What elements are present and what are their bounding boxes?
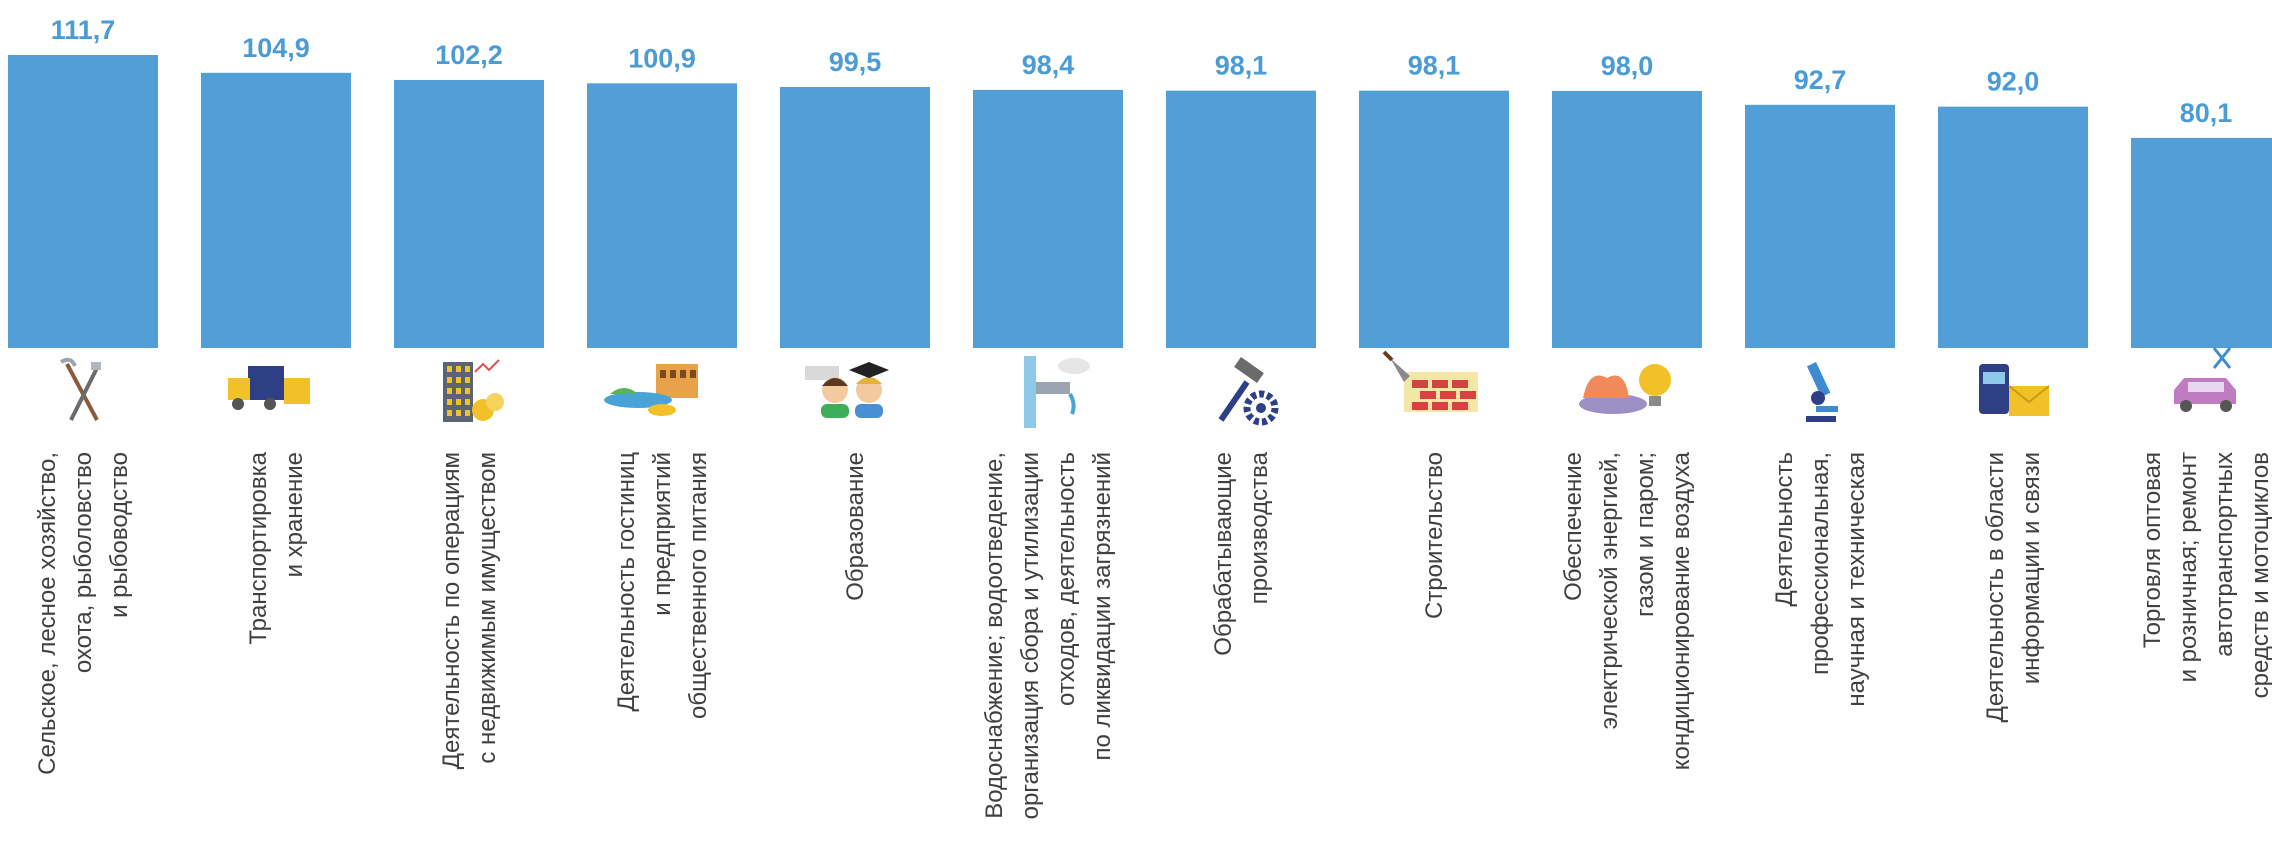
category-label-line: отходов, деятельность xyxy=(1053,452,1080,706)
hotel-restaurant-icon xyxy=(604,364,698,416)
value-label-11: 92,0 xyxy=(1987,67,2040,97)
microscope-icon xyxy=(1806,361,1838,422)
category-labels-layer: Сельское, лесное хозяйство, охота, рыболо… xyxy=(34,451,2272,819)
value-label-12: 80,1 xyxy=(2180,98,2233,128)
agriculture-tools-icon xyxy=(59,357,101,421)
category-label-10: Деятельность профессиональная, научная и т… xyxy=(1771,452,1870,707)
bar-1 xyxy=(8,55,158,348)
brick-trowel-icon xyxy=(1382,350,1478,412)
bar-5 xyxy=(780,87,930,348)
category-label-line: производства xyxy=(1246,451,1273,604)
category-label-9: Обеспечение электрической энергией, газом … xyxy=(1560,451,1695,770)
category-label-line: по ликвидации загрязнений xyxy=(1089,452,1116,761)
category-label-line: Строительство xyxy=(1421,452,1448,619)
category-label-line: охота, рыболовство xyxy=(70,452,97,673)
category-label-line: автотранспортных xyxy=(2211,452,2238,657)
bars-layer xyxy=(8,55,2272,349)
category-label-line: научная и техническая xyxy=(1843,452,1870,707)
value-label-1: 111,7 xyxy=(51,15,116,45)
category-label-line: и хранение xyxy=(281,452,308,577)
category-label-line: информации и связи xyxy=(2018,452,2045,684)
category-label-line: Сельское, лесное хозяйство, xyxy=(34,452,61,775)
telephone-envelope-icon xyxy=(1979,364,2050,416)
category-label-line: Деятельность гостиниц xyxy=(613,452,640,712)
category-label-line: профессиональная, xyxy=(1807,452,1834,675)
delivery-truck-icon xyxy=(228,366,310,410)
bar-7 xyxy=(1166,90,1316,348)
category-label-3: Деятельность по операциям с недвижимым им… xyxy=(438,452,501,769)
category-label-4: Деятельность гостиниц и предприятий общест… xyxy=(613,452,712,719)
category-label-line: с недвижимым имуществом xyxy=(474,452,501,764)
category-label-line: Деятельность по операциям xyxy=(438,452,465,769)
category-label-line: Транспортировка xyxy=(245,451,272,644)
category-label-line: Обрабатывающие xyxy=(1210,452,1237,656)
bar-2 xyxy=(201,72,351,348)
value-label-7: 98,1 xyxy=(1215,51,1268,81)
value-labels-layer: 111,7 104,9 102,2 100,9 99,5 98,4 98,1 98,1 98,0… xyxy=(51,15,2233,128)
bar-8 xyxy=(1359,90,1509,348)
hammer-gear-icon xyxy=(1218,357,1279,426)
category-label-line: организация сбора и утилизации xyxy=(1017,452,1044,819)
bar-11 xyxy=(1938,106,2088,349)
category-label-line: Деятельность xyxy=(1771,452,1798,606)
category-label-7: Обрабатывающие производства xyxy=(1210,451,1273,655)
students-graduation-icon xyxy=(805,362,889,418)
value-label-4: 100,9 xyxy=(628,43,696,73)
value-label-8: 98,1 xyxy=(1408,51,1461,81)
water-pipe-icon xyxy=(1024,356,1090,428)
category-label-11: Деятельность в области информации и связи xyxy=(1982,452,2045,722)
category-label-1: Сельское, лесное хозяйство, охота, рыболо… xyxy=(34,452,133,775)
category-label-line: электрической энергией, xyxy=(1596,452,1623,729)
category-label-line: и розничная; ремонт xyxy=(2175,452,2202,682)
value-label-9: 98,0 xyxy=(1601,51,1654,81)
category-label-line: кондиционирование воздуха xyxy=(1668,451,1695,770)
bar-12 xyxy=(2131,137,2272,348)
category-label-2: Транспортировка и хранение xyxy=(245,451,308,644)
value-label-10: 92,7 xyxy=(1794,65,1847,95)
value-label-5: 99,5 xyxy=(829,47,882,77)
category-label-8: Строительство xyxy=(1421,452,1448,619)
category-label-line: Торговля оптовая xyxy=(2139,452,2166,648)
category-label-line: Обеспечение xyxy=(1560,452,1587,601)
gas-flame-lightbulb-icon xyxy=(1579,364,1671,414)
category-label-line: общественного питания xyxy=(685,452,712,719)
category-label-5: Образование xyxy=(842,452,869,601)
car-repair-icon xyxy=(2174,347,2236,412)
bar-4 xyxy=(587,83,737,348)
bar-3 xyxy=(394,79,544,348)
value-label-6: 98,4 xyxy=(1022,50,1075,80)
category-label-line: Водоснабжение; водоотведение, xyxy=(981,452,1008,819)
category-label-line: газом и паром; xyxy=(1632,452,1659,617)
icons-layer xyxy=(59,347,2236,428)
category-label-line: и предприятий xyxy=(649,452,676,616)
category-label-line: Образование xyxy=(842,452,869,601)
category-label-line: средств и мотоциклов xyxy=(2247,452,2272,698)
category-label-line: Деятельность в области xyxy=(1982,452,2009,722)
bar-10 xyxy=(1745,104,1895,348)
real-estate-building-icon xyxy=(443,359,504,422)
category-label-line: и рыбоводство xyxy=(106,452,133,618)
category-label-6: Водоснабжение; водоотведение, организация… xyxy=(981,452,1116,819)
bar-9 xyxy=(1552,90,1702,349)
bar-6 xyxy=(973,89,1123,348)
category-label-12: Торговля оптовая и розничная; ремонт автот… xyxy=(2139,452,2272,698)
value-label-3: 102,2 xyxy=(435,40,503,70)
value-label-2: 104,9 xyxy=(242,33,310,63)
